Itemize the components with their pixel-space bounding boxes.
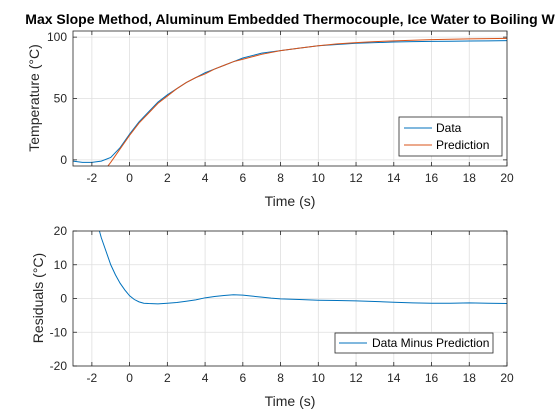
residuals-x-axis-label: Time (s) bbox=[265, 393, 316, 409]
temperature-x-tick-label: 0 bbox=[126, 171, 133, 185]
temperature-y-tick-label: 0 bbox=[60, 153, 67, 167]
residuals-y-axis-label: Residuals (°C) bbox=[30, 253, 46, 343]
temperature-plot-series bbox=[73, 37, 507, 166]
residuals-plot-box bbox=[72, 230, 508, 367]
residuals-x-tick-label: -2 bbox=[87, 371, 98, 385]
temperature-x-tick-label: -2 bbox=[87, 171, 98, 185]
series-line-data-minus-prediction bbox=[98, 231, 507, 305]
residuals-legend: Data Minus Prediction bbox=[334, 332, 494, 354]
legend-label-residuals: Data Minus Prediction bbox=[372, 336, 489, 350]
temperature-x-tick-label: 2 bbox=[164, 171, 171, 185]
residuals-x-tick-label: 8 bbox=[277, 371, 284, 385]
temperature-x-tick-label: 10 bbox=[312, 171, 326, 185]
temperature-x-tick-label: 8 bbox=[277, 171, 284, 185]
residuals-x-tick-label: 20 bbox=[500, 371, 514, 385]
chart-title: Max Slope Method, Aluminum Embedded Ther… bbox=[25, 11, 555, 27]
temperature-legend-box bbox=[398, 116, 503, 157]
temperature-y-tick-label: 50 bbox=[54, 92, 68, 106]
temperature-x-axis-label: Time (s) bbox=[265, 193, 316, 209]
residuals-plot-series bbox=[98, 231, 507, 305]
residuals-x-tick-label: 12 bbox=[349, 371, 363, 385]
temperature-y-tick-label: 100 bbox=[47, 30, 67, 44]
series-line-prediction bbox=[107, 37, 507, 166]
temperature-x-tick-label: 20 bbox=[500, 171, 514, 185]
residuals-x-tick-label: 10 bbox=[312, 371, 326, 385]
legend-label-data: Data bbox=[436, 121, 462, 135]
residuals-y-tick-label: -10 bbox=[50, 325, 68, 339]
residuals-x-tick-label: 4 bbox=[202, 371, 209, 385]
temperature-x-tick-label: 16 bbox=[425, 171, 439, 185]
residuals-x-tick-label: 6 bbox=[239, 371, 246, 385]
temperature-x-tick-label: 6 bbox=[239, 171, 246, 185]
temperature-y-axis-label: Temperature (°C) bbox=[26, 44, 42, 152]
temperature-plot: -2 0 2 4 6 8 10 12 14 16 18 20 0 50 100 Max Slope Meth… bbox=[25, 11, 555, 209]
legend-label-prediction: Prediction bbox=[436, 138, 489, 152]
residuals-x-tick-label: 2 bbox=[164, 371, 171, 385]
temperature-plot-ticks: -2 0 2 4 6 8 10 12 14 16 18 20 0 50 100 bbox=[47, 30, 514, 185]
residuals-legend-box bbox=[334, 332, 494, 354]
residuals-y-tick-label: 20 bbox=[54, 224, 68, 238]
residuals-y-tick-label: -20 bbox=[50, 359, 68, 373]
residuals-x-tick-label: 18 bbox=[463, 371, 477, 385]
residuals-x-tick-label: 0 bbox=[126, 371, 133, 385]
temperature-x-tick-label: 12 bbox=[349, 171, 363, 185]
residuals-x-tick-label: 16 bbox=[425, 371, 439, 385]
temperature-plot-box bbox=[72, 30, 508, 167]
temperature-x-tick-label: 4 bbox=[202, 171, 209, 185]
temperature-x-tick-label: 14 bbox=[387, 171, 401, 185]
temperature-legend: Data Prediction bbox=[398, 116, 503, 157]
residuals-y-tick-label: 10 bbox=[54, 258, 68, 272]
temperature-x-tick-label: 18 bbox=[463, 171, 477, 185]
residuals-y-tick-label: 0 bbox=[60, 292, 67, 306]
residuals-x-tick-label: 14 bbox=[387, 371, 401, 385]
